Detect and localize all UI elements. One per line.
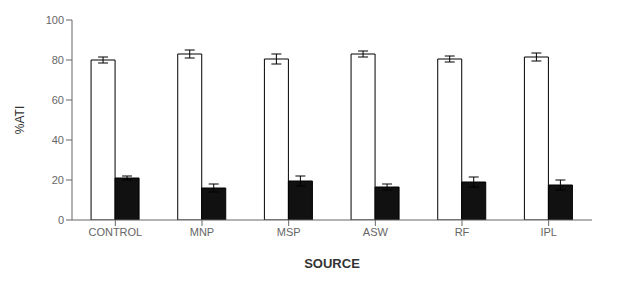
svg-text:MNP: MNP <box>190 226 214 238</box>
svg-text:40: 40 <box>52 134 64 146</box>
svg-text:100: 100 <box>46 14 64 26</box>
svg-text:60: 60 <box>52 94 64 106</box>
svg-text:80: 80 <box>52 54 64 66</box>
svg-text:RF: RF <box>455 226 470 238</box>
svg-text:%ATI: %ATI <box>13 106 27 134</box>
svg-text:SOURCE: SOURCE <box>304 256 360 271</box>
svg-text:0: 0 <box>58 214 64 226</box>
svg-text:CONTROL: CONTROL <box>88 226 142 238</box>
svg-text:20: 20 <box>52 174 64 186</box>
svg-text:ASW: ASW <box>363 226 389 238</box>
svg-text:MSP: MSP <box>277 226 301 238</box>
svg-text:IPL: IPL <box>540 226 557 238</box>
